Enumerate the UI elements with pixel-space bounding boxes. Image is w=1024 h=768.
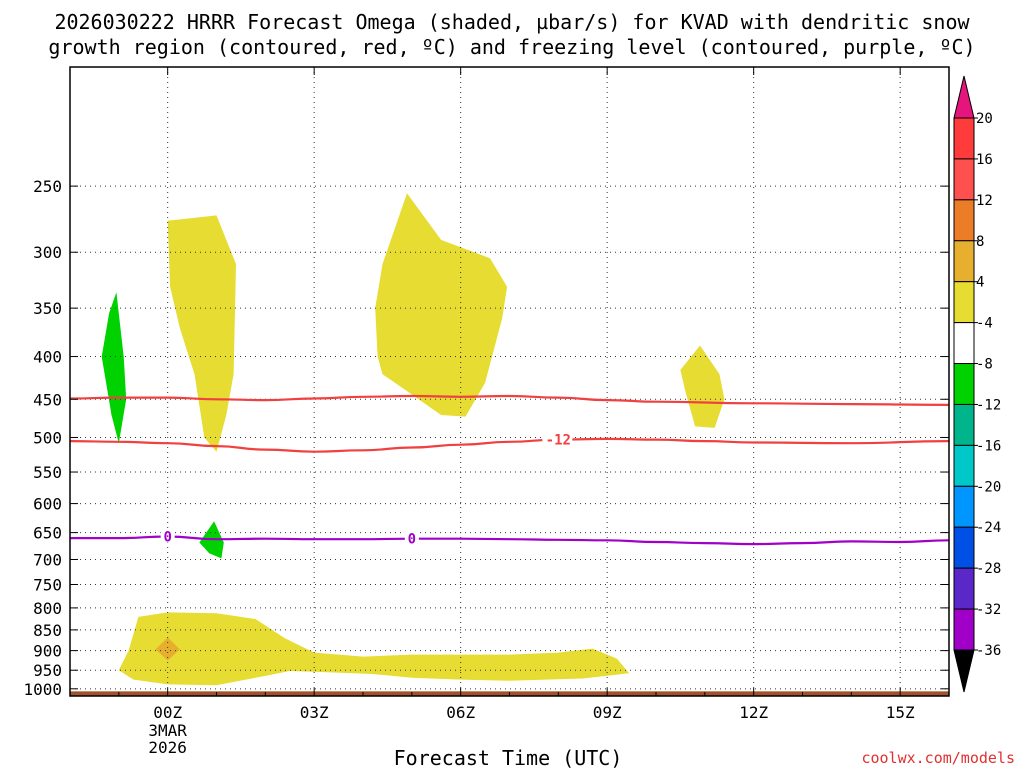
colorbar-label: -32 xyxy=(976,602,1001,618)
freezing-level-contour xyxy=(69,535,950,546)
chart-title-line1: 2026030222 HRRR Forecast Omega (shaded, … xyxy=(54,10,970,34)
omega-region-5 xyxy=(118,612,630,686)
y-tick-label: 350 xyxy=(33,299,62,318)
axes: 250 300 350 400 450 500 550 600 650 700 750 800 850 9… xyxy=(23,66,950,757)
dgz-contour--12 xyxy=(69,394,950,406)
credit-text: coolwx.com/models xyxy=(861,749,1015,767)
colorbar-segment--16 xyxy=(953,444,975,487)
colorbar-segment-4 xyxy=(953,281,975,324)
colorbar: 20 16 12 8 4 -4 -8 -12 -16 -20 -24 -28 -32 -36 xyxy=(953,75,1001,693)
y-tick-label: 1000 xyxy=(23,680,62,699)
x-tick-label: 15Z xyxy=(886,703,915,722)
colorbar-segment--8 xyxy=(953,363,975,405)
y-tick-label: 850 xyxy=(33,621,62,640)
y-tick-label: 800 xyxy=(33,599,62,618)
y-tick-label: 500 xyxy=(33,428,62,447)
freezing-label-bg xyxy=(404,530,419,545)
colorbar-label: 8 xyxy=(976,234,984,250)
y-tick-label: 250 xyxy=(33,177,62,196)
y-tick-label: 750 xyxy=(33,576,62,595)
x-tick-label: 03Z xyxy=(300,703,329,722)
colorbar-segment--32 xyxy=(953,608,975,651)
colorbar-label: -20 xyxy=(976,479,1001,495)
colorbar-label: -24 xyxy=(976,520,1001,536)
y-tick-label: 600 xyxy=(33,495,62,514)
dgz-contour--18 xyxy=(69,437,950,453)
dgz-label-bg xyxy=(542,431,573,446)
colorbar-label: -28 xyxy=(976,561,1001,577)
colorbar-segment-8 xyxy=(953,240,975,283)
y-tick-label: 650 xyxy=(33,524,62,543)
colorbar-segment-12 xyxy=(953,199,975,242)
x-tick-label: 00Z xyxy=(153,703,182,722)
omega-region-2 xyxy=(167,215,236,452)
colorbar-label: 12 xyxy=(976,193,993,209)
colorbar-segment--20 xyxy=(953,485,975,528)
colorbar-segment-20 xyxy=(953,117,975,160)
colorbar-label: 4 xyxy=(976,275,984,291)
y-tick-label: 550 xyxy=(33,463,62,482)
freezing-label-bg xyxy=(160,528,175,543)
y-tick-label: 450 xyxy=(33,390,62,409)
x-tick-label: 06Z xyxy=(446,703,475,722)
colorbar-segment--28 xyxy=(953,567,975,610)
y-tick-label: 300 xyxy=(33,243,62,262)
omega-region-4 xyxy=(680,345,725,428)
freezing-label: 0 xyxy=(408,532,416,548)
colorbar-segment--4 xyxy=(953,322,975,365)
date-label-year: 2026 xyxy=(148,738,187,757)
colorbar-segment-16 xyxy=(953,158,975,201)
colorbar-label: -36 xyxy=(976,643,1001,659)
colorbar-label: -12 xyxy=(976,397,1001,413)
plot-area: -12 0 0 xyxy=(69,67,950,696)
date-label-day: 3MAR xyxy=(148,721,187,740)
dgz-label: -12 xyxy=(546,433,571,449)
omega-region-6 xyxy=(155,637,180,661)
colorbar-label: -8 xyxy=(976,357,993,373)
x-tick-label: 09Z xyxy=(593,703,622,722)
colorbar-label: 20 xyxy=(976,111,993,127)
freezing-label: 0 xyxy=(163,529,171,545)
omega-region-3 xyxy=(375,193,508,417)
y-tick-label: 950 xyxy=(33,661,62,680)
y-tick-label: 700 xyxy=(33,550,62,569)
omega-region-0 xyxy=(101,292,127,444)
colorbar-label: 16 xyxy=(976,152,993,168)
y-tick-label: 400 xyxy=(33,348,62,367)
colorbar-label: -16 xyxy=(976,438,1001,454)
x-axis-label: Forecast Time (UTC) xyxy=(394,746,623,768)
colorbar-label: -4 xyxy=(976,316,993,332)
colorbar-segment--24 xyxy=(953,526,975,569)
colorbar-bottom-triangle xyxy=(953,649,975,693)
colorbar-top-triangle xyxy=(953,75,975,119)
y-tick-label: 900 xyxy=(33,642,62,661)
x-tick-label: 12Z xyxy=(739,703,768,722)
chart-title-line2: growth region (contoured, red, ºC) and f… xyxy=(48,35,975,59)
colorbar-segment--12 xyxy=(953,403,975,446)
